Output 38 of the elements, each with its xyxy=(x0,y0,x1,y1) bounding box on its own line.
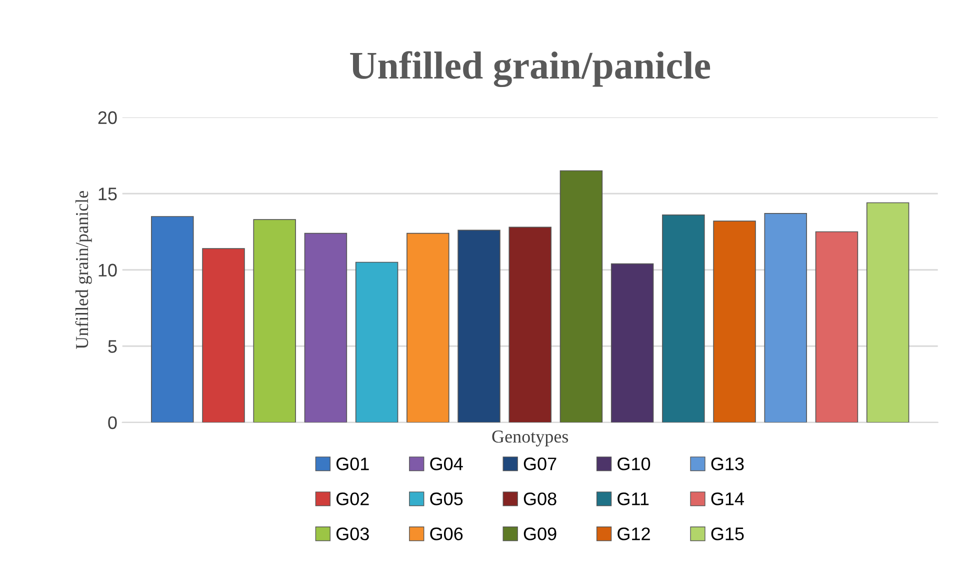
legend-label: G10 xyxy=(618,458,650,470)
bar xyxy=(866,202,910,422)
bar xyxy=(815,231,858,422)
y-tick-label: 0 xyxy=(108,416,117,430)
y-axis-title: Unfilled grain/panicle xyxy=(75,191,92,349)
bar xyxy=(253,219,296,422)
legend-label: G01 xyxy=(336,458,369,470)
legend-label: G04 xyxy=(430,458,463,470)
bar xyxy=(458,230,500,422)
bar xyxy=(508,226,552,422)
chart-title: Unfilled grain/panicle xyxy=(350,51,710,88)
x-axis-title: Genotypes xyxy=(492,430,568,446)
legend-label: G15 xyxy=(711,527,744,540)
legend-label: G11 xyxy=(618,492,649,506)
bar xyxy=(713,220,756,422)
y-tick-label: 20 xyxy=(98,111,117,124)
bar xyxy=(406,232,450,422)
legend-label: G03 xyxy=(336,527,369,540)
bar xyxy=(560,170,603,422)
legend-label: G08 xyxy=(524,492,556,506)
bar xyxy=(151,216,194,422)
bar xyxy=(662,214,705,422)
legend-label: G02 xyxy=(336,492,369,506)
legend-label: G13 xyxy=(711,458,744,470)
legend-label: G07 xyxy=(524,458,556,470)
bar xyxy=(764,213,807,422)
legend-label: G12 xyxy=(618,527,650,540)
legend-label: G14 xyxy=(711,492,744,506)
bar xyxy=(202,248,245,422)
bar xyxy=(355,262,398,422)
legend-label: G09 xyxy=(524,527,556,540)
legend-label: G06 xyxy=(430,527,463,540)
bar xyxy=(610,263,654,422)
y-tick-label: 15 xyxy=(98,188,117,200)
bar xyxy=(304,232,348,422)
y-tick-label: 5 xyxy=(108,340,117,353)
y-tick-label: 10 xyxy=(98,264,117,277)
legend-label: G05 xyxy=(430,492,463,506)
